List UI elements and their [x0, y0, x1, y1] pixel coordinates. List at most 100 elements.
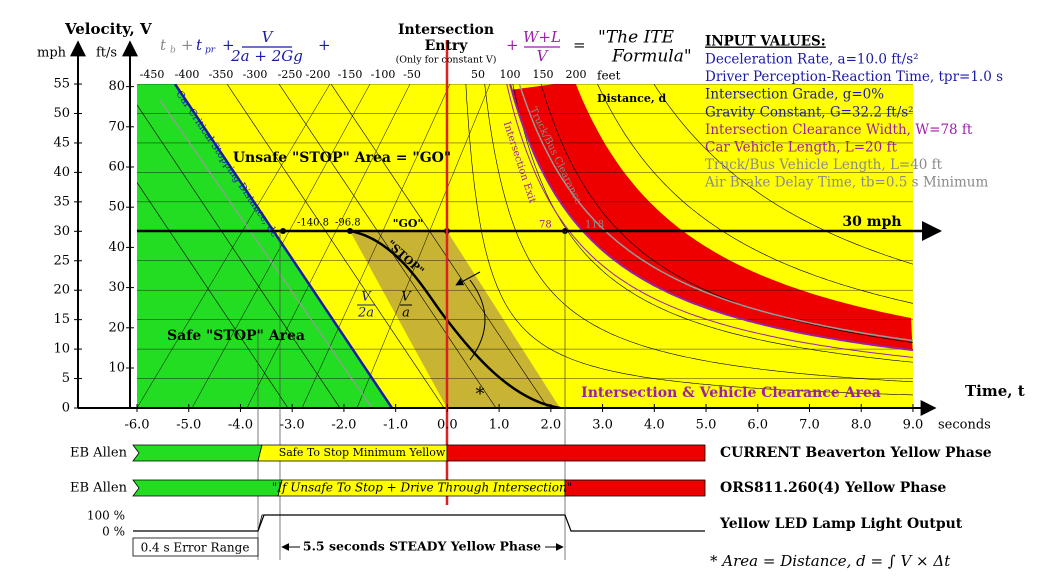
lamp-low: 0 % — [102, 525, 125, 539]
time-tick-label: -5.0 — [176, 418, 201, 433]
diagonal — [137, 104, 341, 408]
distance-note: -140.8 — [297, 218, 329, 229]
time-tick-label: -1.0 — [383, 418, 408, 433]
mph-tick-label: 5 — [62, 371, 70, 386]
velocity-title: Velocity, V — [64, 20, 152, 38]
time-tick-label: 3.0 — [592, 418, 613, 433]
v2a-num: V — [361, 290, 372, 305]
formula-den: V — [537, 47, 550, 65]
mph-tick-label: 45 — [53, 135, 70, 150]
phase-label: EB Allen — [70, 481, 128, 496]
mph-tick-label: 15 — [53, 312, 70, 327]
fts-tick-label: 80 — [108, 79, 125, 94]
phase-text: Safe To Stop Minimum Yellow — [279, 446, 446, 459]
feet-tick-label: -450 — [140, 68, 165, 81]
input-item: Intersection Clearance Width, W=78 ft — [705, 122, 973, 138]
feet-tick-label: -50 — [403, 68, 421, 81]
fts-tick-label: 10 — [108, 361, 125, 376]
formula-t: t — [160, 36, 167, 54]
fts-tick-label: 30 — [108, 280, 125, 295]
feet-tick-label: -300 — [243, 68, 268, 81]
fts-unit: ft/s — [96, 46, 117, 61]
feet-tick-label: -400 — [175, 68, 200, 81]
formula-sub: pr — [205, 46, 216, 56]
error-box — [132, 537, 259, 557]
time-title: Time, t — [965, 382, 1025, 400]
input-item: Gravity Constant, G=32.2 ft/s² — [705, 104, 914, 120]
mph-tick-label: 40 — [53, 165, 70, 180]
mph-tick-label: 0 — [62, 401, 70, 416]
va-den: a — [402, 306, 410, 321]
hyperbola — [465, 84, 913, 396]
intersection-note: (Only for constant V) — [396, 55, 497, 66]
formula-den: 2a + 2Gg — [230, 47, 303, 65]
mph-tick-label: 10 — [53, 342, 70, 357]
time-tick-label: 4.0 — [644, 418, 665, 433]
critical-line — [173, 84, 394, 408]
input-item: Deceleration Rate, a=10.0 ft/s² — [705, 52, 919, 68]
lamp-output — [257, 514, 280, 532]
diagonal — [137, 182, 289, 408]
time-tick-label: -2.0 — [331, 418, 356, 433]
diagonal — [356, 84, 491, 408]
time-tick-label: -6.0 — [124, 418, 149, 433]
phase-2 — [132, 479, 706, 497]
fts-tick-label: 40 — [108, 240, 125, 255]
time-tick-label: 1.0 — [489, 418, 510, 433]
va-num: V — [401, 290, 412, 305]
lamp-high: 100 % — [87, 509, 125, 523]
distance-note: 118 — [585, 220, 604, 231]
time-tick-label: -3.0 — [280, 418, 305, 433]
mph-tick-label: 25 — [53, 253, 70, 268]
ite-title: "The ITE — [598, 28, 675, 48]
lamp-name: Yellow LED Lamp Light Output — [719, 516, 963, 532]
diagonal — [330, 84, 549, 408]
formula-plus: + — [506, 36, 519, 54]
formula-sub: b — [170, 46, 176, 56]
fraction-labels: V 2a V a — [357, 290, 412, 321]
area-formula: * Area = Distance, d = ∫ V × Δt — [710, 552, 951, 570]
time-tick-label: 7.0 — [799, 418, 820, 433]
formula-plus: + — [222, 36, 235, 54]
formula-num: V — [262, 28, 275, 46]
hyperbola — [512, 84, 913, 363]
time-tick-label: 6.0 — [747, 418, 768, 433]
diagonal — [246, 84, 411, 408]
formula-eq: = — [573, 36, 586, 54]
time-tick-label: 8.0 — [851, 418, 872, 433]
formula-num: W+L — [523, 28, 561, 46]
mph-tick-label: 30 — [53, 224, 70, 239]
hyperbola — [540, 84, 913, 343]
feet-unit: feet — [597, 69, 621, 83]
lamp-output — [133, 514, 705, 532]
seconds-unit: seconds — [938, 418, 991, 433]
safe-label: Safe "STOP" Area — [167, 328, 305, 344]
diagonal — [191, 84, 371, 408]
feet-tick-label: 50 — [471, 68, 485, 81]
curl-arrow — [455, 271, 481, 286]
hyperbola — [484, 84, 913, 383]
hyperbola — [597, 84, 913, 304]
input-item: Air Brake Delay Time, tb=0.5 s Minimum — [704, 175, 988, 191]
green-area — [137, 84, 392, 408]
formula-plus: + — [318, 36, 331, 54]
formula-t: t — [196, 36, 203, 54]
star: * — [476, 384, 485, 405]
time-tick-label: 9.0 — [903, 418, 924, 433]
input-item: Truck/Bus Vehicle Length, L=40 ft — [705, 157, 943, 173]
formula: t b + t pr + V 2a + 2Gg + + W+L V = "The… — [160, 28, 692, 67]
ite-title: Formula" — [611, 47, 692, 67]
feet-tick-label: 150 — [533, 68, 554, 81]
fts-tick-label: 50 — [108, 200, 125, 215]
intersection-entry: Entry — [425, 38, 469, 54]
feet-tick-label: -150 — [338, 68, 363, 81]
feet-tick-label: 200 — [566, 68, 587, 81]
time-tick-label: 5.0 — [696, 418, 717, 433]
steady-label: 5.5 seconds STEADY Yellow Phase — [303, 539, 541, 554]
mph-tick-label: 55 — [53, 77, 70, 92]
hyperbola — [653, 84, 913, 265]
fts-tick-label: 20 — [108, 320, 125, 335]
diagonal — [278, 84, 497, 408]
